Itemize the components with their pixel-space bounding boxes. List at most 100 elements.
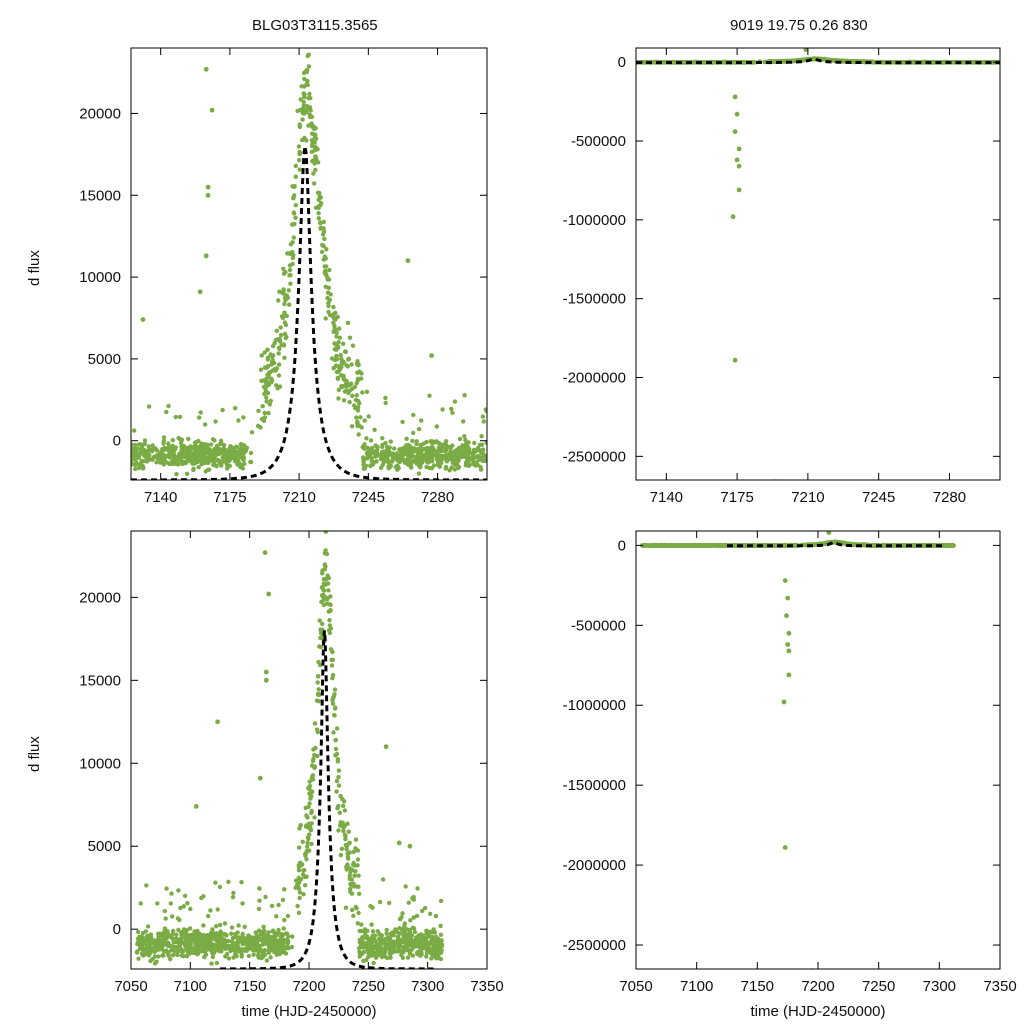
data-point	[144, 459, 149, 464]
data-point	[331, 730, 336, 735]
data-point	[180, 461, 185, 467]
data-point	[256, 906, 262, 912]
data-point	[303, 824, 309, 829]
data-point	[240, 901, 245, 906]
data-point	[421, 945, 426, 951]
data-point	[472, 440, 477, 446]
data-point	[315, 753, 320, 759]
data-point	[275, 931, 280, 936]
data-point	[282, 887, 287, 892]
data-point	[388, 937, 393, 943]
data-point	[251, 952, 256, 957]
data-point	[143, 929, 148, 934]
data-point	[334, 778, 340, 784]
data-point	[228, 457, 233, 462]
panel-bottom-right: 7050 7100 7150 7200 7250 7300 73500-500000-100…	[563, 530, 1017, 995]
data-point	[144, 948, 149, 954]
data-point	[137, 942, 142, 947]
data-point	[188, 906, 193, 912]
data-point	[439, 458, 444, 463]
data-point	[383, 440, 388, 446]
data-point	[400, 911, 405, 916]
data-point	[330, 698, 335, 703]
data-point	[245, 940, 250, 945]
data-point	[415, 951, 420, 957]
data-point	[387, 951, 392, 956]
outlier-point	[732, 94, 738, 100]
data-point	[378, 453, 384, 459]
data-point	[369, 922, 374, 927]
outlier-point	[736, 146, 742, 152]
data-point	[151, 946, 157, 952]
data-point	[139, 458, 144, 464]
data-point	[172, 948, 177, 954]
data-point	[208, 908, 213, 913]
data-point	[268, 352, 273, 357]
data-point	[266, 948, 271, 953]
data-point	[341, 341, 346, 346]
data-point	[301, 892, 306, 897]
data-point	[173, 414, 178, 420]
y-tick-label: 20000	[79, 105, 121, 122]
data-point	[438, 932, 444, 937]
data-point	[384, 927, 389, 933]
data-point	[411, 430, 416, 436]
data-point	[312, 135, 318, 140]
data-point	[269, 903, 275, 909]
data-point	[193, 941, 198, 946]
data-point	[475, 453, 480, 459]
data-point	[307, 112, 312, 118]
data-point	[410, 953, 415, 958]
data-point	[134, 460, 139, 465]
data-point	[339, 385, 345, 390]
outlier-point	[257, 775, 263, 781]
data-point	[355, 406, 360, 411]
data-point	[363, 935, 368, 940]
data-point	[170, 914, 175, 919]
data-point	[269, 362, 274, 367]
data-point	[362, 442, 367, 447]
data-point	[162, 458, 167, 463]
data-point	[370, 462, 376, 467]
data-point	[379, 449, 385, 455]
data-point	[408, 918, 413, 923]
data-point	[334, 347, 339, 352]
data-point	[309, 808, 314, 814]
outlier-point	[205, 192, 211, 198]
data-point	[266, 410, 271, 416]
data-point	[170, 952, 176, 958]
data-point	[301, 868, 306, 873]
data-point	[199, 458, 204, 464]
data-point	[307, 91, 312, 97]
model-curve	[636, 57, 1000, 65]
data-point	[339, 362, 344, 367]
data-point	[284, 293, 289, 298]
data-point	[286, 251, 291, 256]
data-point	[399, 456, 404, 461]
data-point	[195, 459, 200, 465]
data-point	[433, 913, 439, 919]
data-point	[281, 288, 286, 294]
data-point	[274, 328, 279, 333]
data-point	[352, 873, 357, 878]
data-point	[430, 946, 435, 951]
outlier-point	[209, 107, 215, 113]
data-point	[262, 391, 267, 397]
data-point	[293, 885, 298, 890]
data-point	[347, 850, 352, 855]
data-point	[293, 174, 298, 179]
data-point	[199, 895, 204, 901]
data-point	[304, 138, 309, 143]
data-point	[339, 846, 345, 851]
data-point	[316, 216, 321, 221]
data-point	[271, 928, 276, 933]
data-point	[262, 935, 267, 941]
data-point	[215, 447, 220, 453]
data-point	[201, 943, 206, 948]
data-point	[423, 456, 429, 461]
data-point	[405, 955, 411, 960]
data-point	[158, 450, 163, 455]
data-point	[291, 235, 296, 240]
data-point	[427, 450, 432, 455]
data-point	[214, 931, 219, 936]
